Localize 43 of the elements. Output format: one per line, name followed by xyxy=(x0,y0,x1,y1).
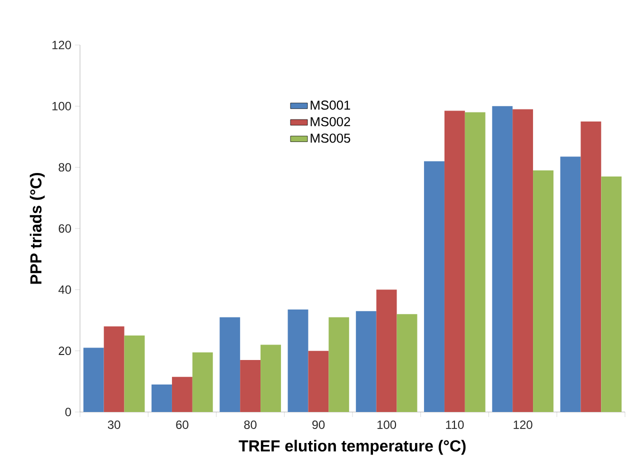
bar xyxy=(396,314,418,412)
x-tick-label: 90 xyxy=(312,420,325,429)
bar xyxy=(512,109,534,412)
bar xyxy=(192,352,213,412)
bar xyxy=(424,161,444,412)
legend-label: MS005 xyxy=(310,134,350,143)
bar xyxy=(83,348,104,412)
bar xyxy=(376,290,397,412)
y-tick-label: 80 xyxy=(58,163,72,172)
bar xyxy=(240,360,261,412)
y-tick-label: 0 xyxy=(65,408,72,416)
bar xyxy=(356,311,376,412)
bar xyxy=(328,317,350,412)
y-tick-label: 20 xyxy=(58,346,72,356)
bar xyxy=(580,121,602,412)
x-tick-label: 110 xyxy=(446,420,464,429)
bar xyxy=(152,384,172,412)
x-axis-title: TREF elution temperature (°C) xyxy=(238,440,466,455)
bar xyxy=(308,350,329,412)
bar xyxy=(260,344,281,412)
y-tick-label: 100 xyxy=(52,102,72,110)
bar xyxy=(560,156,581,412)
x-tick-label: 100 xyxy=(377,420,396,429)
bar xyxy=(601,176,622,412)
bar xyxy=(288,310,308,412)
bar xyxy=(172,376,192,412)
bar xyxy=(533,170,554,412)
bar xyxy=(124,336,145,412)
y-axis-title: PPP triads (°C) xyxy=(30,172,45,284)
bar xyxy=(492,106,513,412)
y-tick-label: 120 xyxy=(52,40,72,50)
x-tick-label: 30 xyxy=(108,420,120,429)
y-tick-label: 60 xyxy=(58,224,72,233)
legend-label: MS002 xyxy=(310,117,350,126)
y-tick-label: 40 xyxy=(58,285,72,294)
x-tick-label: 120 xyxy=(514,420,532,429)
bar xyxy=(464,112,486,412)
legend-label: MS001 xyxy=(310,100,350,110)
bar xyxy=(104,326,124,412)
bar xyxy=(220,317,240,412)
x-tick-label: 80 xyxy=(244,420,256,429)
x-tick-label: 60 xyxy=(176,420,188,429)
bar xyxy=(444,110,465,412)
